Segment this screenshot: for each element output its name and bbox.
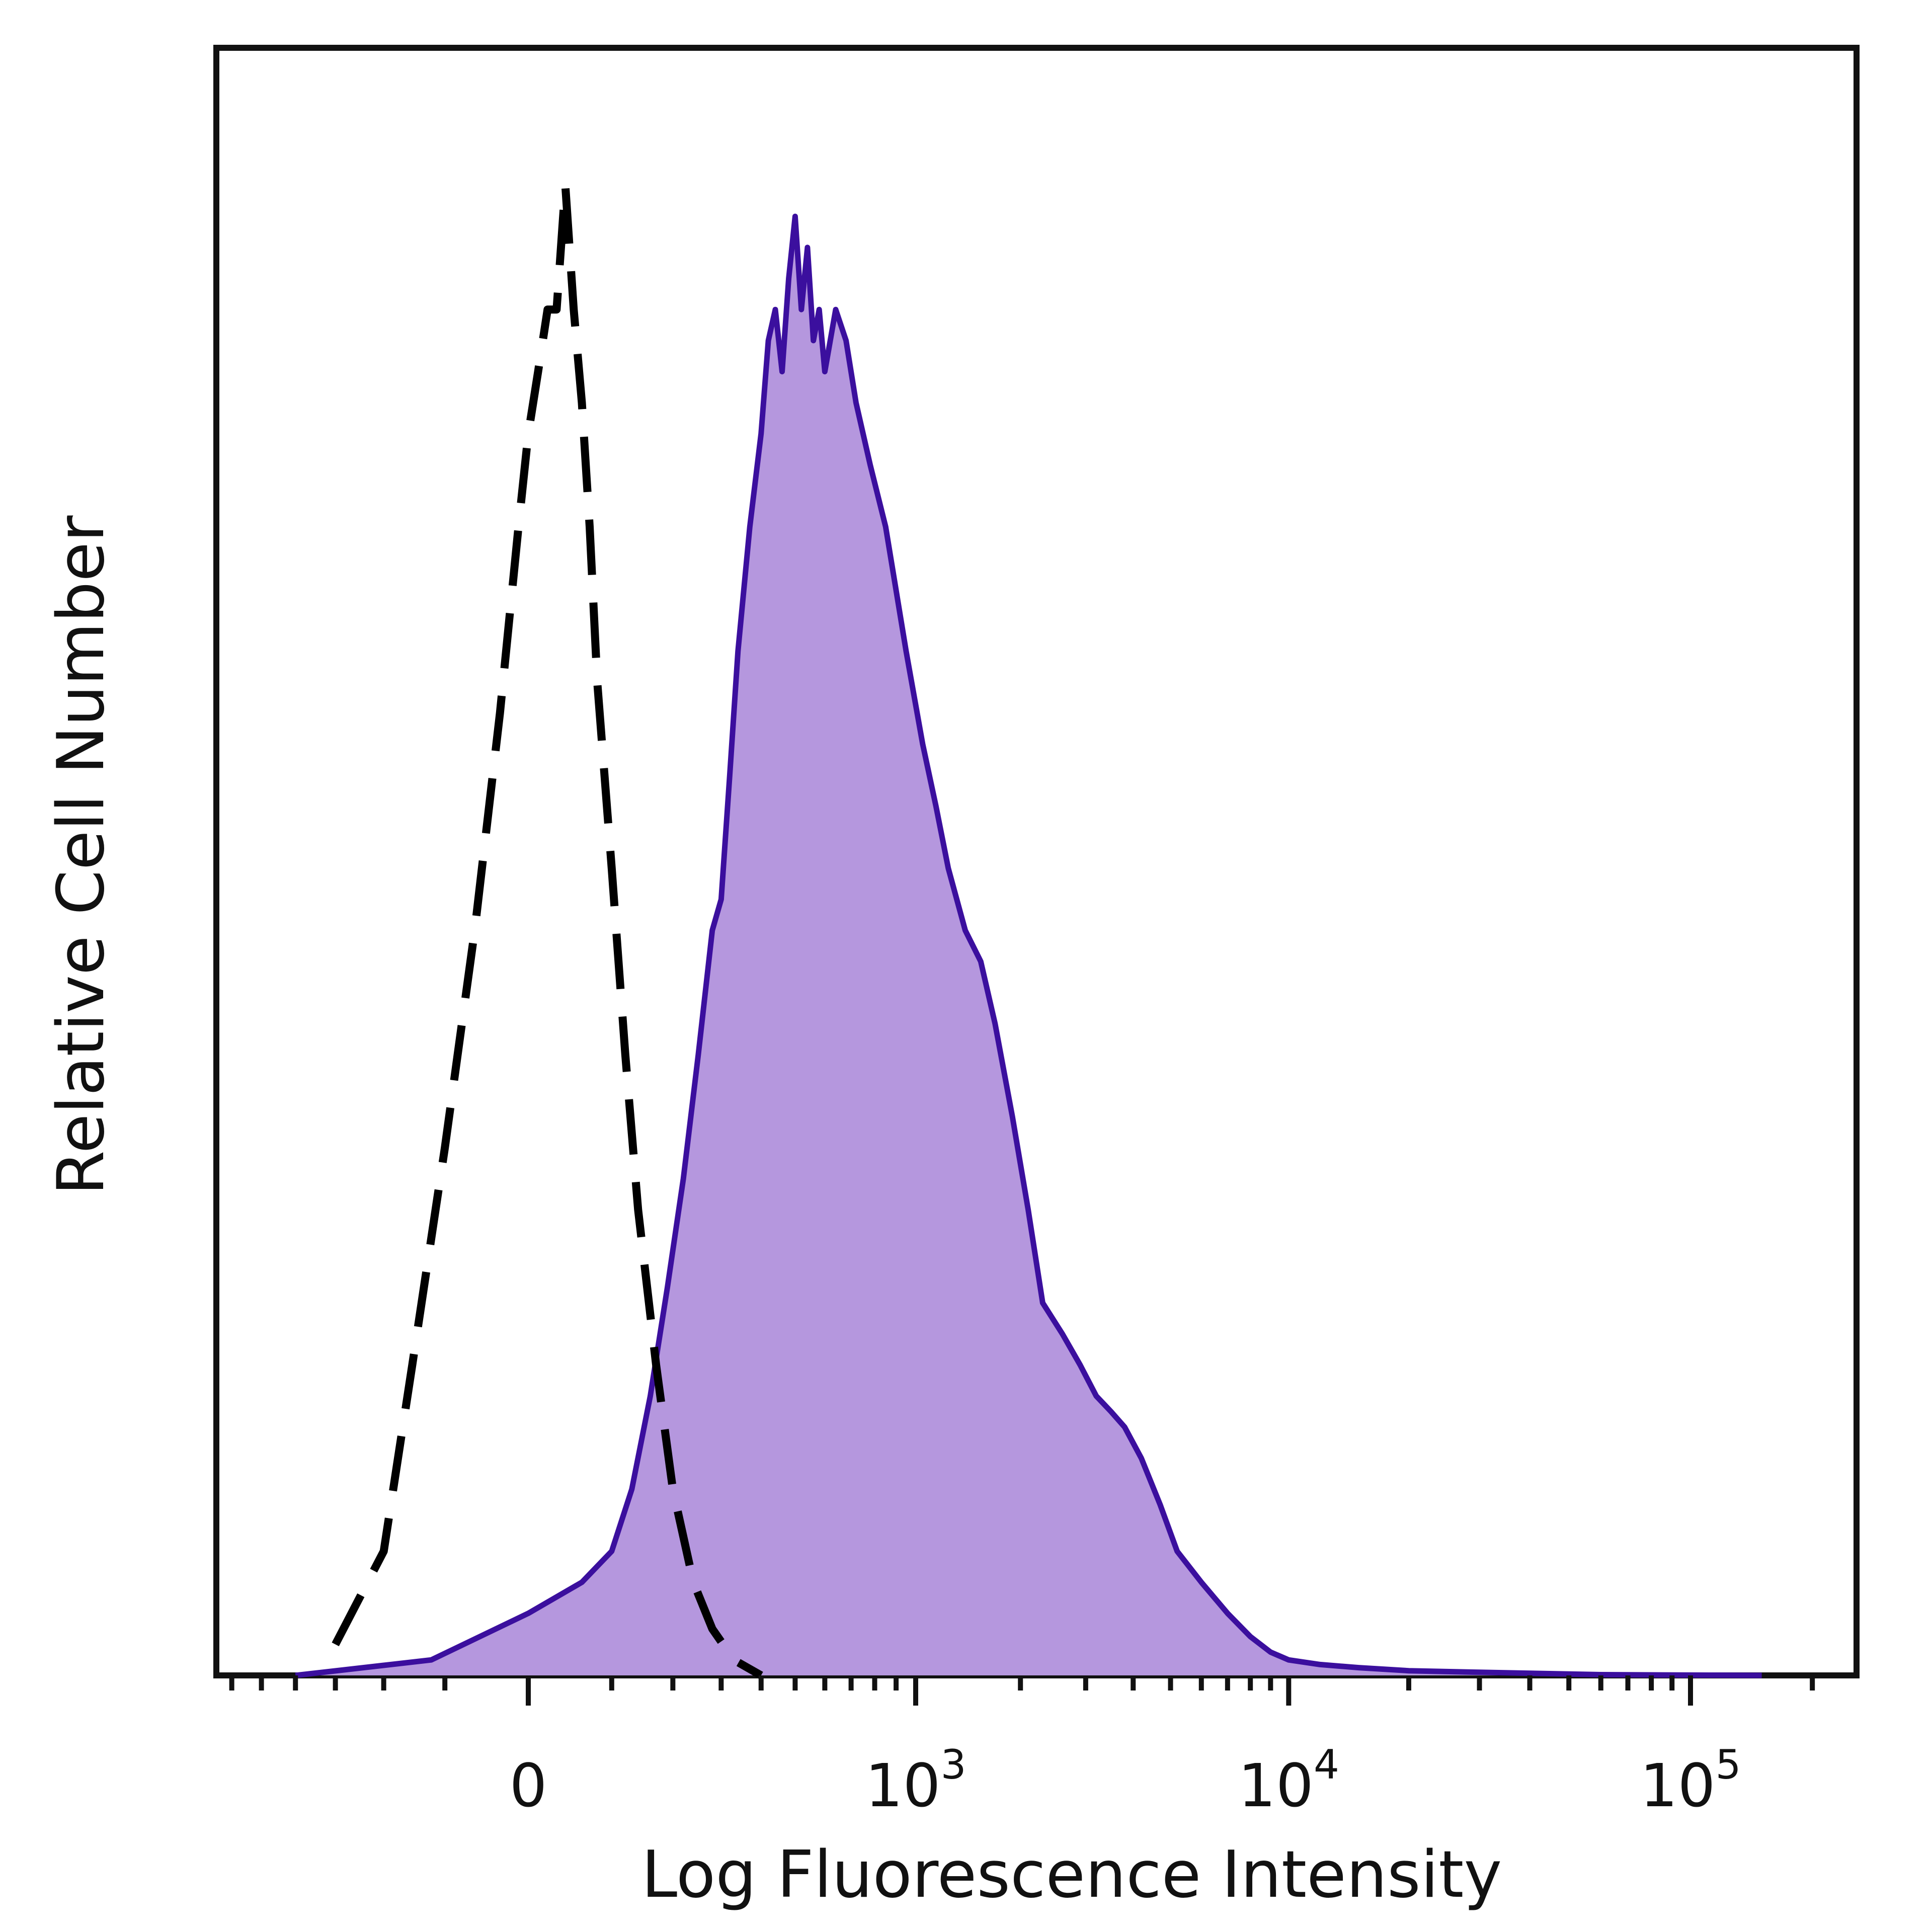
y-axis-label: Relative Cell Number: [44, 515, 119, 1195]
x-tick-label-exponent: 3: [941, 1741, 967, 1788]
x-tick-label-base: 10: [1238, 1751, 1314, 1820]
x-tick-label: 105: [1640, 1741, 1741, 1820]
x-tick-label-exponent: 4: [1314, 1741, 1339, 1788]
isotype-control-histogram-line: [332, 181, 763, 1679]
x-axis-ticks: [229, 1675, 1815, 1706]
x-axis-label: Log Fluorescence Intensity: [641, 1837, 1502, 1912]
x-tick-label: 104: [1238, 1741, 1339, 1820]
series-layer: [295, 181, 1762, 1679]
x-tick-label-base: 10: [1640, 1751, 1715, 1820]
stained-histogram-line: [295, 213, 1762, 1678]
x-tick-label-base: 10: [865, 1751, 940, 1820]
x-axis-tick-labels: 0 103 104 105: [509, 1741, 1741, 1820]
x-tick-label-exponent: 5: [1716, 1741, 1741, 1788]
x-tick-label-base: 0: [509, 1751, 547, 1820]
x-tick-label: 103: [865, 1741, 966, 1820]
stained-histogram-fill: [295, 216, 1762, 1675]
x-tick-label: 0: [509, 1751, 547, 1820]
